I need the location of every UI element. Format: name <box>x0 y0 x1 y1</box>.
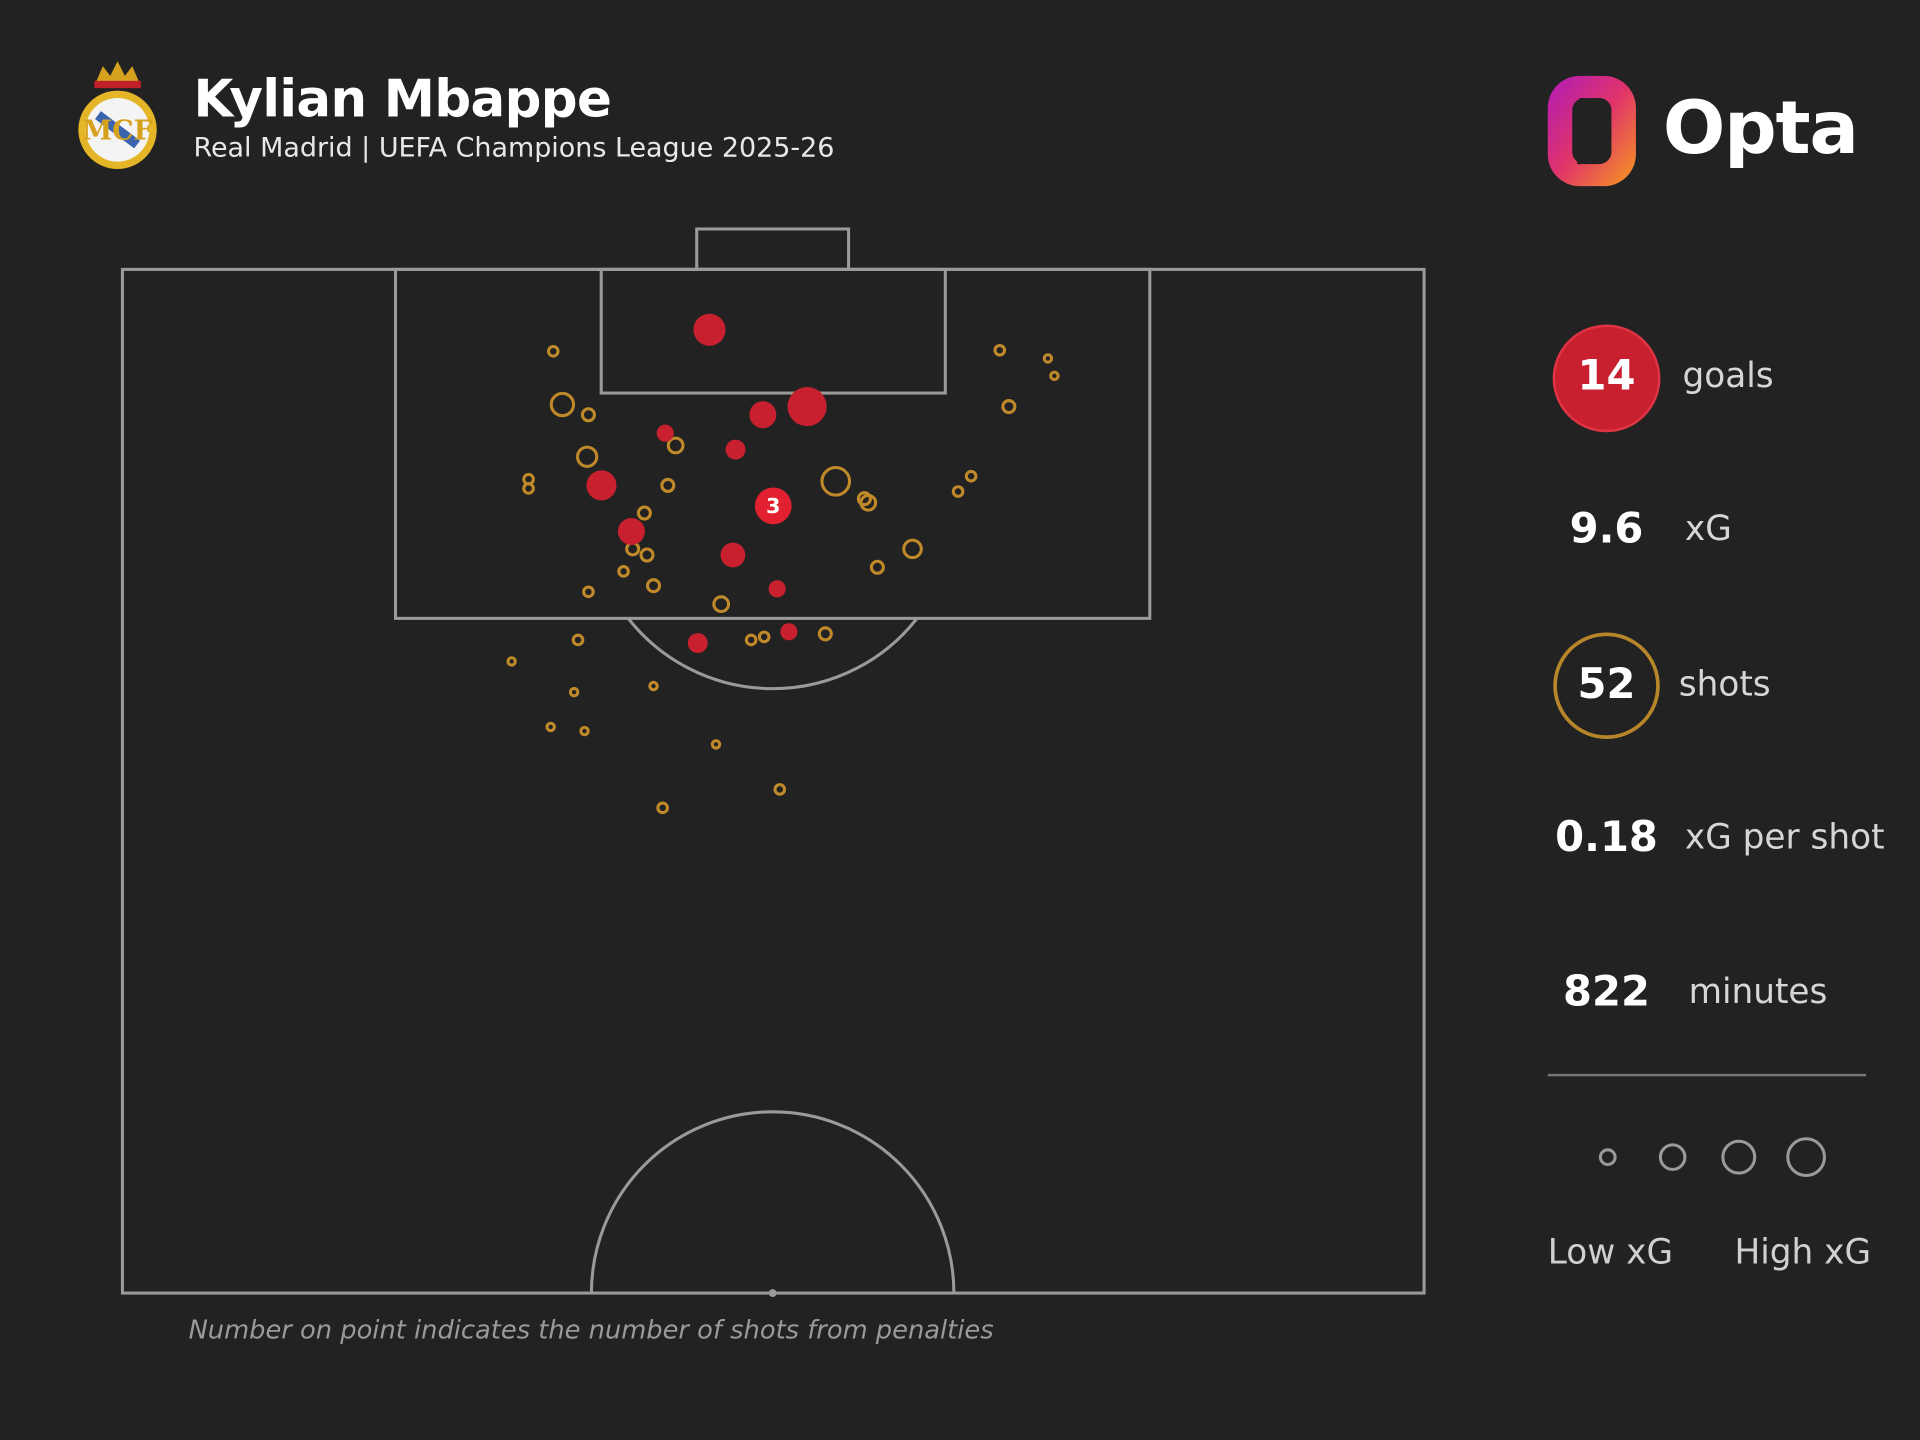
six-yard-box <box>599 267 947 395</box>
legend-circle-2 <box>1658 1143 1687 1171</box>
player-name: Kylian Mbappe <box>193 68 612 129</box>
shot-point <box>712 595 731 614</box>
shot-point <box>1001 399 1017 415</box>
goal-point <box>754 487 792 525</box>
goal-point <box>780 623 798 641</box>
goals-value: 14 <box>1577 351 1636 401</box>
xg-size-legend <box>1598 1137 1827 1178</box>
goal-point <box>687 633 708 653</box>
shot-point <box>645 578 662 594</box>
subtitle: Real Madrid | UEFA Champions League 2025… <box>193 133 835 165</box>
shot-point <box>546 344 560 358</box>
goal-point <box>725 439 746 460</box>
penalty-box <box>393 267 1152 620</box>
shot-point <box>648 680 659 692</box>
shot-point <box>757 630 771 644</box>
divider <box>1547 1073 1867 1077</box>
penalty-count-label: 3 <box>766 494 780 518</box>
shots-label: shots <box>1678 663 1771 705</box>
shot-point <box>820 465 852 497</box>
shot-point <box>660 477 676 493</box>
shot-point <box>710 739 722 750</box>
footnote: Number on point indicates the number of … <box>188 1315 994 1345</box>
goal-point <box>749 401 777 429</box>
xg-label: xG <box>1684 508 1732 549</box>
shot-point <box>964 469 978 483</box>
shot-point <box>639 547 655 563</box>
legend-circle-3 <box>1721 1139 1757 1175</box>
shot-point <box>773 783 787 796</box>
shot-point <box>1049 370 1060 382</box>
shot-point <box>666 436 685 455</box>
shots-badge <box>1553 632 1660 739</box>
xg-value: 9.6 <box>1569 504 1644 554</box>
goal-point <box>656 424 674 442</box>
shot-point <box>575 445 599 468</box>
legend-circle-1 <box>1598 1148 1617 1167</box>
shot-point <box>1042 353 1054 364</box>
shot-point <box>744 633 758 647</box>
opta-brand-text: Opta <box>1662 85 1859 172</box>
centre-spot <box>768 1289 777 1298</box>
shot-point <box>869 559 885 575</box>
goal <box>695 227 851 271</box>
shot-point <box>580 407 596 423</box>
shot-point <box>856 491 872 507</box>
shot-point <box>522 482 535 495</box>
svg-text:MCF: MCF <box>82 116 152 147</box>
shot-point <box>582 585 595 599</box>
minutes-label: minutes <box>1688 971 1828 1012</box>
centre-circle <box>589 1110 956 1294</box>
goal-point <box>617 517 645 545</box>
shot-point <box>656 801 669 815</box>
goal-point <box>693 313 726 346</box>
minutes-value: 822 <box>1563 967 1650 1017</box>
shot-point <box>579 725 590 737</box>
shots-layer: 3 <box>506 313 1060 815</box>
shot-point <box>636 505 652 521</box>
penalty-arc <box>626 617 919 691</box>
shot-point <box>545 721 556 733</box>
opta-logo-icon <box>1547 75 1636 187</box>
goals-label: goals <box>1682 355 1774 396</box>
xg-per-shot-value: 0.18 <box>1555 813 1658 863</box>
goal-point <box>768 580 786 598</box>
shot-point <box>902 538 923 560</box>
shot-point <box>571 633 585 647</box>
shots-value: 52 <box>1577 660 1636 709</box>
goal-point <box>787 386 827 427</box>
shot-point <box>549 391 576 418</box>
pitch-lines <box>120 227 1426 1298</box>
shot-point <box>993 343 1007 357</box>
legend-circle-4 <box>1786 1137 1827 1178</box>
shot-point <box>617 565 630 578</box>
xg-per-shot-label: xG per shot <box>1684 816 1885 858</box>
shot-point <box>859 493 878 512</box>
real-madrid-crest-icon: MCF <box>78 61 157 169</box>
legend-high-label: High xG <box>1734 1231 1872 1273</box>
goal-point <box>586 470 617 501</box>
shot-point <box>506 656 517 667</box>
goal-point <box>720 542 746 568</box>
legend-low-label: Low xG <box>1547 1231 1674 1273</box>
shot-point <box>951 485 965 498</box>
shot-point <box>817 626 833 642</box>
goals-badge <box>1552 324 1661 433</box>
shot-point <box>568 686 580 698</box>
